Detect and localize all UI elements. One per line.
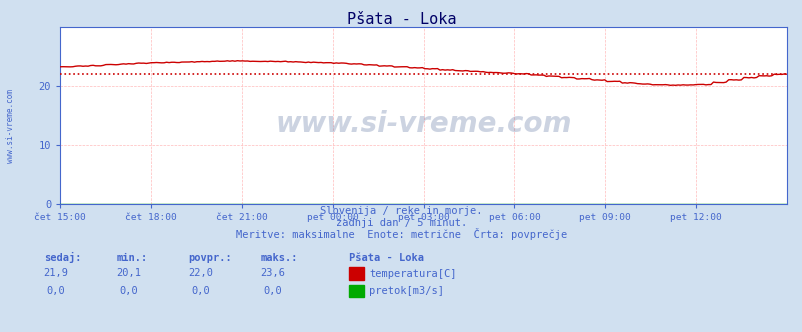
Text: sedaj:: sedaj: (44, 252, 82, 263)
Text: pretok[m3/s]: pretok[m3/s] (369, 286, 444, 296)
Text: Pšata - Loka: Pšata - Loka (346, 12, 456, 27)
Text: 21,9: 21,9 (43, 268, 69, 278)
Text: povpr.:: povpr.: (188, 253, 232, 263)
Text: 0,0: 0,0 (263, 286, 282, 296)
Text: 23,6: 23,6 (260, 268, 286, 278)
Text: www.si-vreme.com: www.si-vreme.com (6, 89, 15, 163)
Text: www.si-vreme.com: www.si-vreme.com (275, 110, 571, 138)
Text: maks.:: maks.: (261, 253, 298, 263)
Text: Slovenija / reke in morje.: Slovenija / reke in morje. (320, 206, 482, 216)
Text: min.:: min.: (116, 253, 148, 263)
Text: 0,0: 0,0 (47, 286, 66, 296)
Text: 20,1: 20,1 (115, 268, 141, 278)
Text: 0,0: 0,0 (119, 286, 138, 296)
Text: Meritve: maksimalne  Enote: metrične  Črta: povprečje: Meritve: maksimalne Enote: metrične Črta… (236, 228, 566, 240)
Text: zadnji dan / 5 minut.: zadnji dan / 5 minut. (335, 218, 467, 228)
Text: temperatura[C]: temperatura[C] (369, 269, 456, 279)
Text: 0,0: 0,0 (191, 286, 210, 296)
Text: Pšata - Loka: Pšata - Loka (349, 253, 423, 263)
Text: 22,0: 22,0 (188, 268, 213, 278)
